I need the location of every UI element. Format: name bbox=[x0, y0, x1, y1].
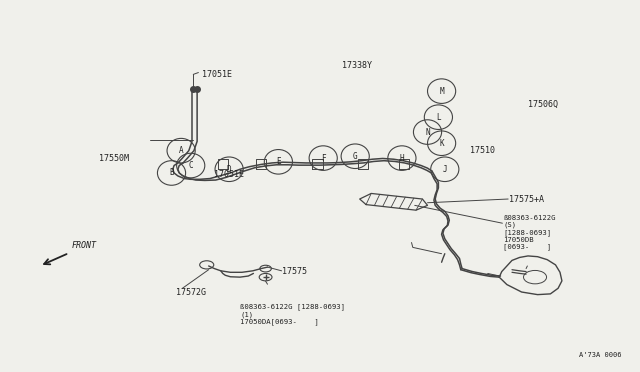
Text: A'73A 0006: A'73A 0006 bbox=[579, 352, 621, 358]
Text: A: A bbox=[179, 146, 184, 155]
Text: ß08363-6122G [1288-0693]
(1)
17050DA[0693-    ]: ß08363-6122G [1288-0693] (1) 17050DA[069… bbox=[240, 303, 345, 326]
Text: 17051E: 17051E bbox=[202, 70, 232, 79]
Text: E: E bbox=[276, 157, 281, 166]
Text: F: F bbox=[321, 154, 326, 163]
Text: N: N bbox=[425, 128, 430, 137]
Text: ß08363-6122G
(S)
[1288-0693]
17050DB
[0693-    ]: ß08363-6122G (S) [1288-0693] 17050DB [06… bbox=[503, 215, 556, 250]
Text: B: B bbox=[169, 169, 174, 177]
Text: 17338Y: 17338Y bbox=[342, 61, 372, 70]
Text: FRONT: FRONT bbox=[72, 241, 97, 250]
Text: 17506Q: 17506Q bbox=[528, 100, 558, 109]
Text: H: H bbox=[399, 154, 404, 163]
Text: D: D bbox=[227, 165, 232, 174]
Text: J: J bbox=[442, 165, 447, 174]
Text: C: C bbox=[188, 161, 193, 170]
Text: 17575: 17575 bbox=[282, 267, 307, 276]
Text: 17051E: 17051E bbox=[214, 170, 244, 179]
Text: 17550M: 17550M bbox=[99, 154, 129, 163]
Text: 17510: 17510 bbox=[470, 146, 495, 155]
Text: 17572G: 17572G bbox=[176, 288, 206, 296]
Text: K: K bbox=[439, 139, 444, 148]
Text: M: M bbox=[439, 87, 444, 96]
Text: L: L bbox=[436, 113, 441, 122]
Text: 17575+A: 17575+A bbox=[509, 195, 544, 203]
Text: G: G bbox=[353, 152, 358, 161]
